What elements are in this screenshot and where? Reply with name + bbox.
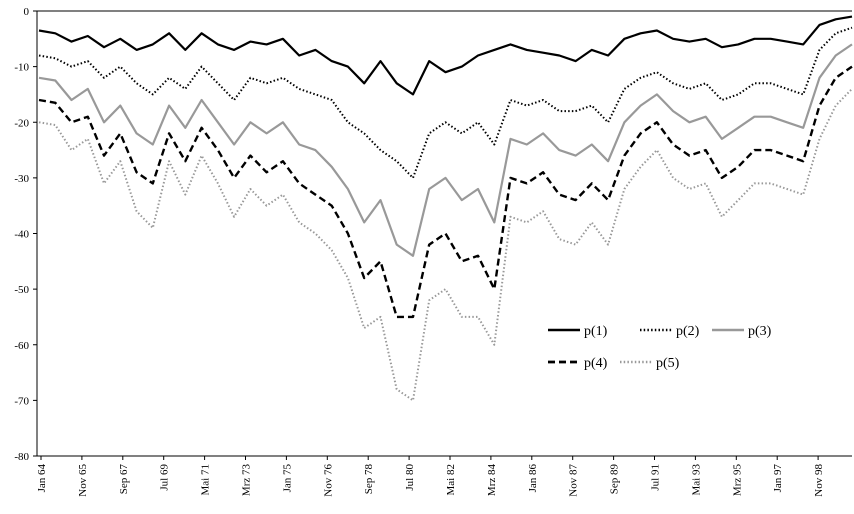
legend-label-3: p(3) bbox=[748, 324, 772, 339]
x-tick-label: Nov 98 bbox=[813, 464, 825, 497]
series-line-4 bbox=[38, 65, 853, 319]
x-tick-label: Mrz 73 bbox=[241, 464, 253, 497]
x-tick-label: Mrz 84 bbox=[486, 464, 498, 497]
x-tick-label: Sep 89 bbox=[609, 464, 621, 495]
y-tick-label: -70 bbox=[14, 395, 29, 407]
y-tick-label: -60 bbox=[14, 340, 29, 352]
x-tick-label: Jan 97 bbox=[772, 464, 784, 493]
y-tick-label: -80 bbox=[14, 451, 29, 463]
series-line-2 bbox=[38, 26, 853, 179]
y-tick-label: -50 bbox=[14, 284, 29, 296]
x-tick-label: Jul 69 bbox=[159, 464, 171, 491]
x-tick-label: Mrz 95 bbox=[731, 464, 743, 497]
x-tick-label: Jan 75 bbox=[281, 464, 293, 493]
y-tick-label: -10 bbox=[14, 62, 29, 74]
x-tick-label: Sep 67 bbox=[118, 464, 130, 495]
axes bbox=[36, 10, 852, 457]
x-tick-label: Sep 78 bbox=[363, 464, 375, 495]
legend: p(1) p(2) p(3) p(4) p(5) bbox=[548, 324, 772, 371]
legend-label-1: p(1) bbox=[584, 324, 608, 339]
x-tick-label: Nov 65 bbox=[77, 464, 89, 497]
x-tick-label: Mai 71 bbox=[200, 464, 212, 495]
legend-label-2: p(2) bbox=[676, 324, 700, 339]
legend-label-5: p(5) bbox=[656, 356, 680, 371]
series-line-1 bbox=[38, 15, 853, 96]
x-tick-label: Jan 64 bbox=[36, 464, 48, 493]
y-tick-label: -20 bbox=[14, 117, 29, 129]
x-tick-label: Jul 80 bbox=[404, 464, 416, 491]
y-tick-label: 0 bbox=[24, 6, 30, 18]
x-tick-label: Jul 91 bbox=[650, 464, 662, 491]
x-tick-label: Mai 93 bbox=[690, 464, 702, 496]
series-line-5 bbox=[38, 88, 853, 402]
x-axis-ticks: Jan 64 Nov 65 Sep 67 Jul 69 Mai 71 Mrz 73 Jan … bbox=[36, 456, 825, 497]
x-tick-label: Nov 87 bbox=[568, 464, 580, 497]
x-tick-label: Jan 86 bbox=[527, 464, 539, 493]
series-lines bbox=[38, 15, 853, 402]
x-tick-label: Nov 76 bbox=[322, 464, 334, 497]
series-line-3 bbox=[38, 43, 853, 257]
y-axis-ticks: 0 -10 -20 -30 -40 -50 -60 -70 -80 bbox=[14, 6, 37, 463]
y-tick-label: -40 bbox=[14, 229, 29, 241]
x-tick-label: Mai 82 bbox=[445, 464, 457, 495]
y-tick-label: -30 bbox=[14, 173, 29, 185]
legend-label-4: p(4) bbox=[584, 356, 608, 371]
